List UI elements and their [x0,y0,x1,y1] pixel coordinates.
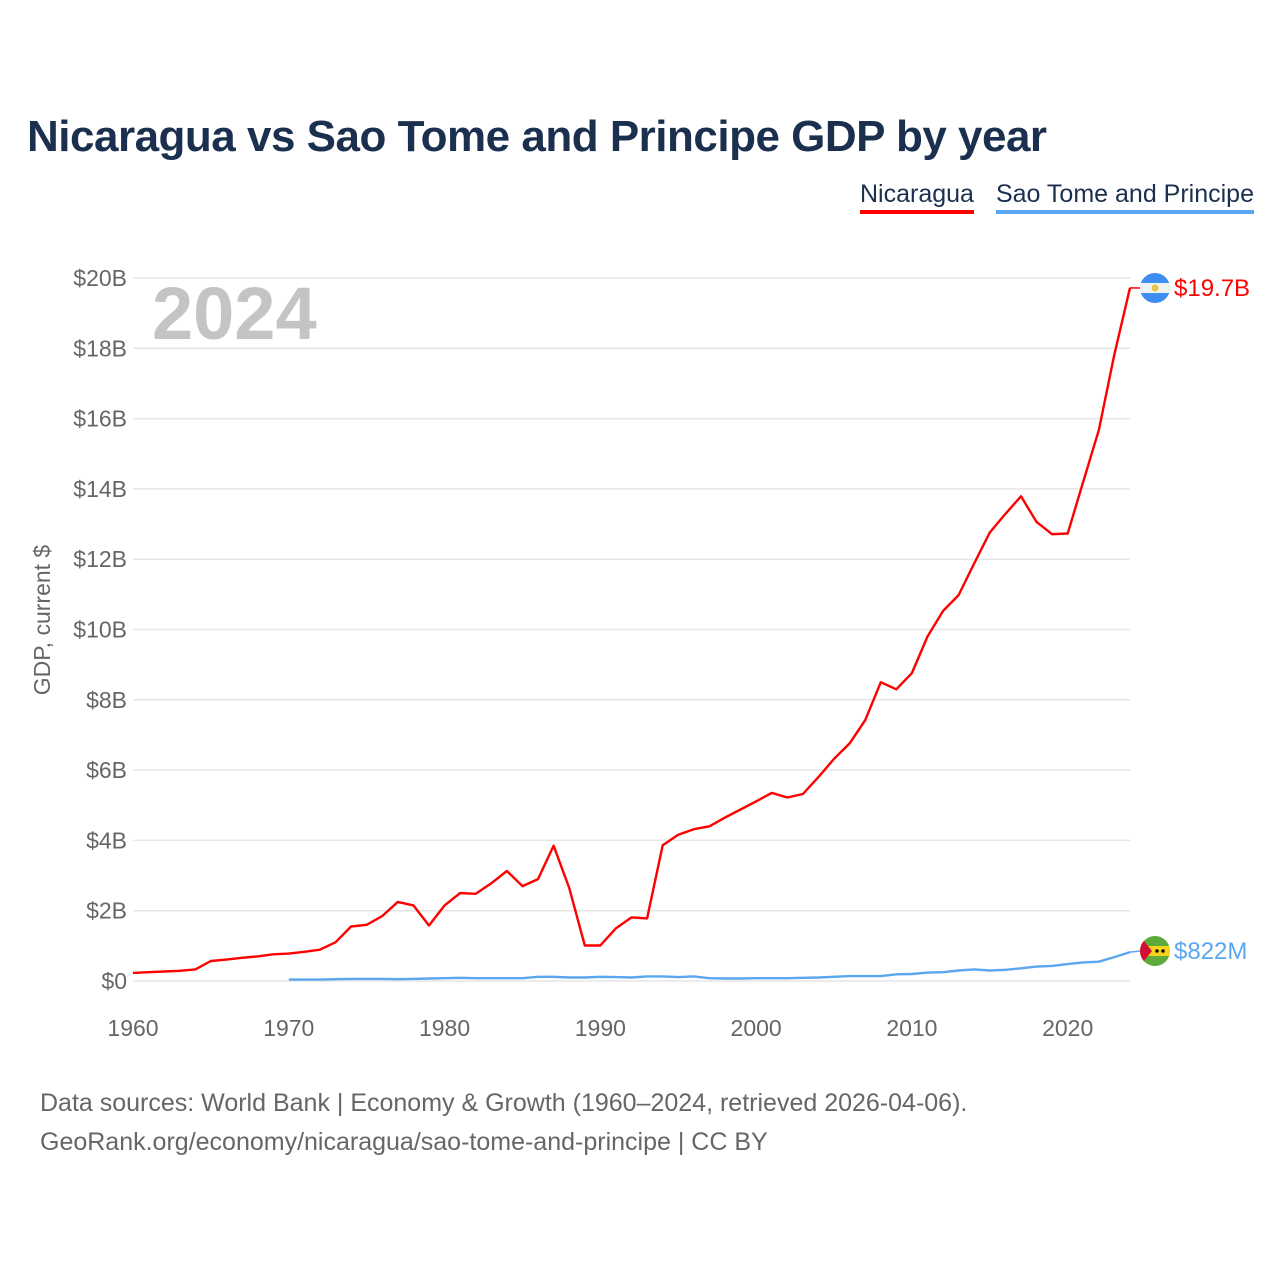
x-tick-label: 2020 [1042,1015,1093,1041]
x-tick-label: 2010 [886,1015,937,1041]
y-tick-label: $8B [86,687,127,713]
x-tick-label: 1970 [263,1015,314,1041]
y-tick-label: $18B [73,335,127,361]
flag-star [1161,949,1165,953]
end-value-label: $19.7B [1174,275,1250,302]
x-tick-label: 1960 [107,1015,158,1041]
source-note: Data sources: World Bank | Economy & Gro… [40,1084,967,1162]
y-tick-label: $20B [73,265,127,291]
source-line-2[interactable]: GeoRank.org/economy/nicaragua/sao-tome-a… [40,1128,768,1156]
y-tick-label: $6B [86,757,127,783]
sao-tome-flag-icon [1140,936,1170,966]
y-tick-label: $14B [73,476,127,502]
year-watermark: 2024 [152,272,317,355]
flag-stripe [1140,946,1170,956]
source-line-1: Data sources: World Bank | Economy & Gro… [40,1089,968,1117]
y-tick-label: $4B [86,827,127,853]
x-tick-label: 1980 [419,1015,470,1041]
chart-title: Nicaragua vs Sao Tome and Principe GDP b… [27,112,1047,161]
flag-body [1140,273,1170,303]
series-line-sao-tome [288,950,1131,981]
y-tick-label: $12B [73,546,127,572]
series-line-nicaragua [132,287,1132,975]
x-tick-label: 2000 [731,1015,782,1041]
flag-triangle [1140,936,1152,966]
x-tick-label: 1990 [575,1015,626,1041]
y-tick-label: $16B [73,406,127,432]
legend-nicaragua[interactable]: Nicaragua [860,180,974,214]
y-tick-label: $2B [86,898,127,924]
flag-emblem [1151,284,1159,292]
end-connector [1129,950,1141,953]
legend: Nicaragua Sao Tome and Principe [860,180,1254,214]
legend-sao-tome[interactable]: Sao Tome and Principe [995,180,1254,214]
flag-star [1155,949,1159,953]
y-tick-label: $0 [101,968,127,994]
flag-body [1140,936,1170,966]
y-tick-label: $10B [73,617,127,643]
y-axis-label: GDP, current $ [29,545,55,696]
end-value-label: $822M [1174,938,1247,965]
nicaragua-flag-icon [1140,273,1170,303]
